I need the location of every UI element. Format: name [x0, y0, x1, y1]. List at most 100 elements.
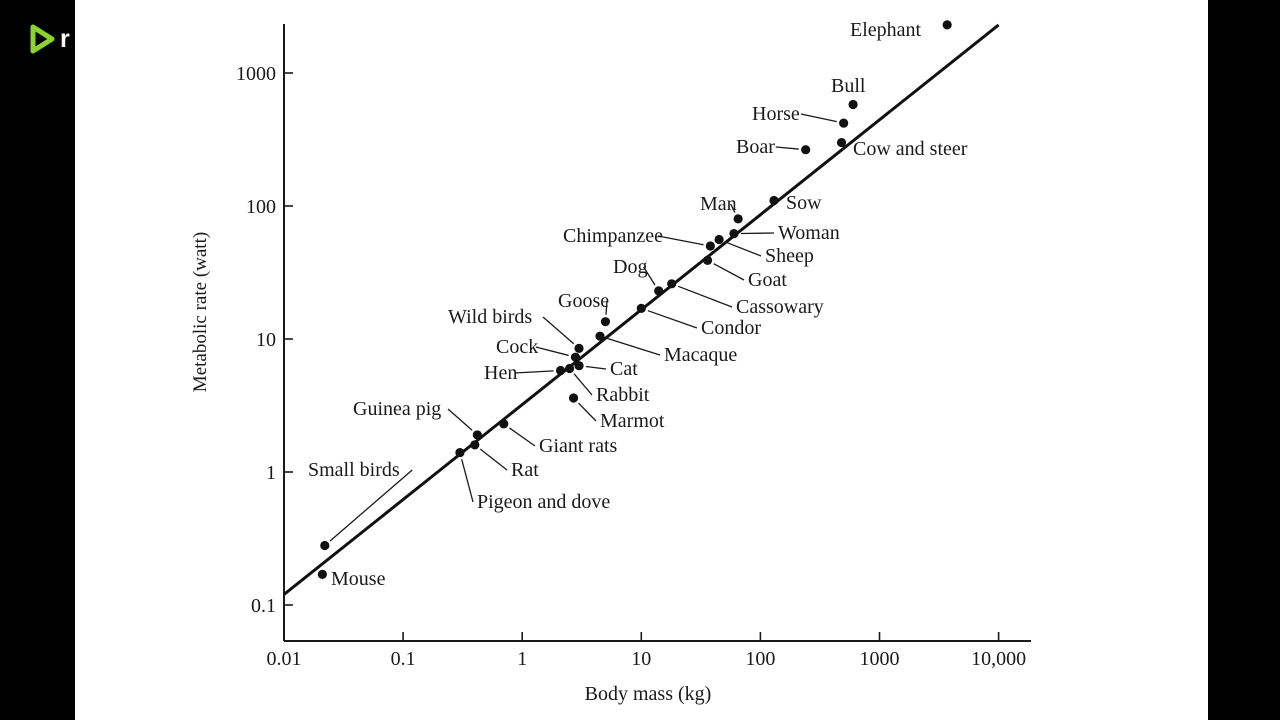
data-point — [595, 331, 605, 341]
data-point — [654, 286, 664, 296]
data-point — [636, 303, 646, 313]
point-label: Wild birds — [448, 306, 532, 328]
point-label: Chimpanzee — [563, 225, 663, 247]
point-label: Rabbit — [596, 384, 650, 406]
label-leader — [535, 346, 569, 357]
data-point — [470, 440, 480, 450]
label-leader — [514, 370, 554, 374]
point-label: Marmot — [600, 410, 665, 432]
label-leader — [606, 337, 661, 356]
point-label: Rat — [511, 459, 539, 481]
point-label: Mouse — [331, 568, 386, 590]
point-label: Goose — [558, 290, 609, 312]
y-axis-label: Metabolic rate (watt) — [190, 232, 211, 392]
point-label: Horse — [752, 103, 800, 125]
label-leader — [479, 448, 508, 471]
label-leader — [657, 235, 704, 246]
data-point — [705, 241, 715, 251]
data-point — [455, 447, 465, 458]
y-tick-label: 100 — [246, 196, 276, 218]
data-point — [801, 145, 811, 155]
y-tick-label: 0.1 — [251, 595, 276, 617]
point-label: Elephant — [850, 19, 922, 41]
point-label: Condor — [701, 317, 761, 339]
label-leader — [577, 402, 597, 422]
data-point — [472, 430, 482, 440]
axes: 0.01 0.1 1 10 100 1000 10,000 0.1 1 10 100 1000 — [236, 24, 1031, 670]
x-tick-label: 0.1 — [391, 648, 416, 670]
data-point — [667, 279, 677, 289]
data-point — [570, 352, 581, 362]
data-point — [714, 234, 724, 245]
label-leader — [775, 146, 799, 150]
point-label: Small birds — [308, 459, 400, 481]
point-label: Goat — [748, 269, 787, 291]
data-point — [702, 255, 713, 265]
data-point — [848, 99, 858, 110]
y-tick-label: 1000 — [236, 63, 276, 85]
x-tick-label: 10 — [631, 648, 651, 670]
label-leader — [542, 316, 575, 345]
point-label: Man — [700, 193, 737, 215]
data-point — [574, 361, 584, 371]
point-labels: Mouse Small birds Pigeon and dove Rat Guinea… — [308, 19, 968, 590]
x-tick-label: 1000 — [860, 648, 900, 670]
point-label: Woman — [778, 222, 840, 244]
label-leader — [605, 300, 608, 315]
data-point — [942, 20, 952, 30]
data-point — [555, 365, 566, 376]
point-label: Giant rats — [539, 435, 618, 457]
label-leader — [585, 365, 607, 370]
data-point — [729, 229, 739, 239]
label-leader — [730, 203, 736, 213]
x-axis-label: Body mass (kg) — [585, 683, 712, 705]
data-points — [317, 20, 952, 579]
x-tick-label: 0.01 — [267, 648, 302, 670]
point-label: Cock — [496, 336, 538, 358]
data-point — [568, 393, 579, 403]
y-tick-label: 1 — [266, 462, 276, 484]
data-point — [769, 195, 779, 206]
data-point — [733, 214, 743, 224]
logo-text: r — [60, 24, 70, 53]
slide-figure — [75, 0, 1208, 720]
label-leader — [573, 373, 593, 396]
point-label: Pigeon and dove — [477, 491, 610, 513]
data-point — [600, 317, 611, 327]
x-tick-label: 10,000 — [971, 648, 1026, 670]
point-label: Boar — [736, 136, 775, 158]
label-leader — [643, 266, 656, 286]
label-leader — [725, 241, 762, 257]
label-leader — [800, 113, 837, 123]
play-icon — [30, 24, 55, 54]
label-leader — [740, 232, 775, 235]
x-tick-label: 1 — [517, 648, 527, 670]
point-label: Macaque — [664, 344, 737, 366]
point-label: Dog — [613, 256, 647, 278]
x-tick-label: 100 — [745, 648, 775, 670]
point-label: Sow — [786, 192, 822, 214]
data-point — [836, 137, 847, 148]
point-label: Guinea pig — [353, 398, 441, 420]
point-label: Hen — [484, 362, 517, 384]
data-point — [564, 363, 575, 374]
data-point — [320, 540, 330, 551]
data-point — [499, 419, 509, 429]
data-point — [574, 343, 584, 353]
label-leader — [447, 408, 473, 431]
label-leader — [647, 310, 698, 329]
label-leader — [678, 285, 733, 308]
point-label: Sheep — [765, 245, 814, 267]
point-label: Bull — [831, 75, 866, 97]
data-point — [317, 569, 327, 579]
label-leader — [461, 459, 474, 503]
label-leader — [509, 427, 536, 447]
y-tick-label: 10 — [256, 329, 276, 351]
point-label: Cassowary — [736, 296, 824, 318]
data-point — [839, 118, 849, 128]
label-leader — [329, 469, 413, 542]
label-leader — [713, 263, 745, 281]
point-label: Cow and steer — [853, 138, 968, 160]
point-label: Cat — [610, 358, 638, 380]
